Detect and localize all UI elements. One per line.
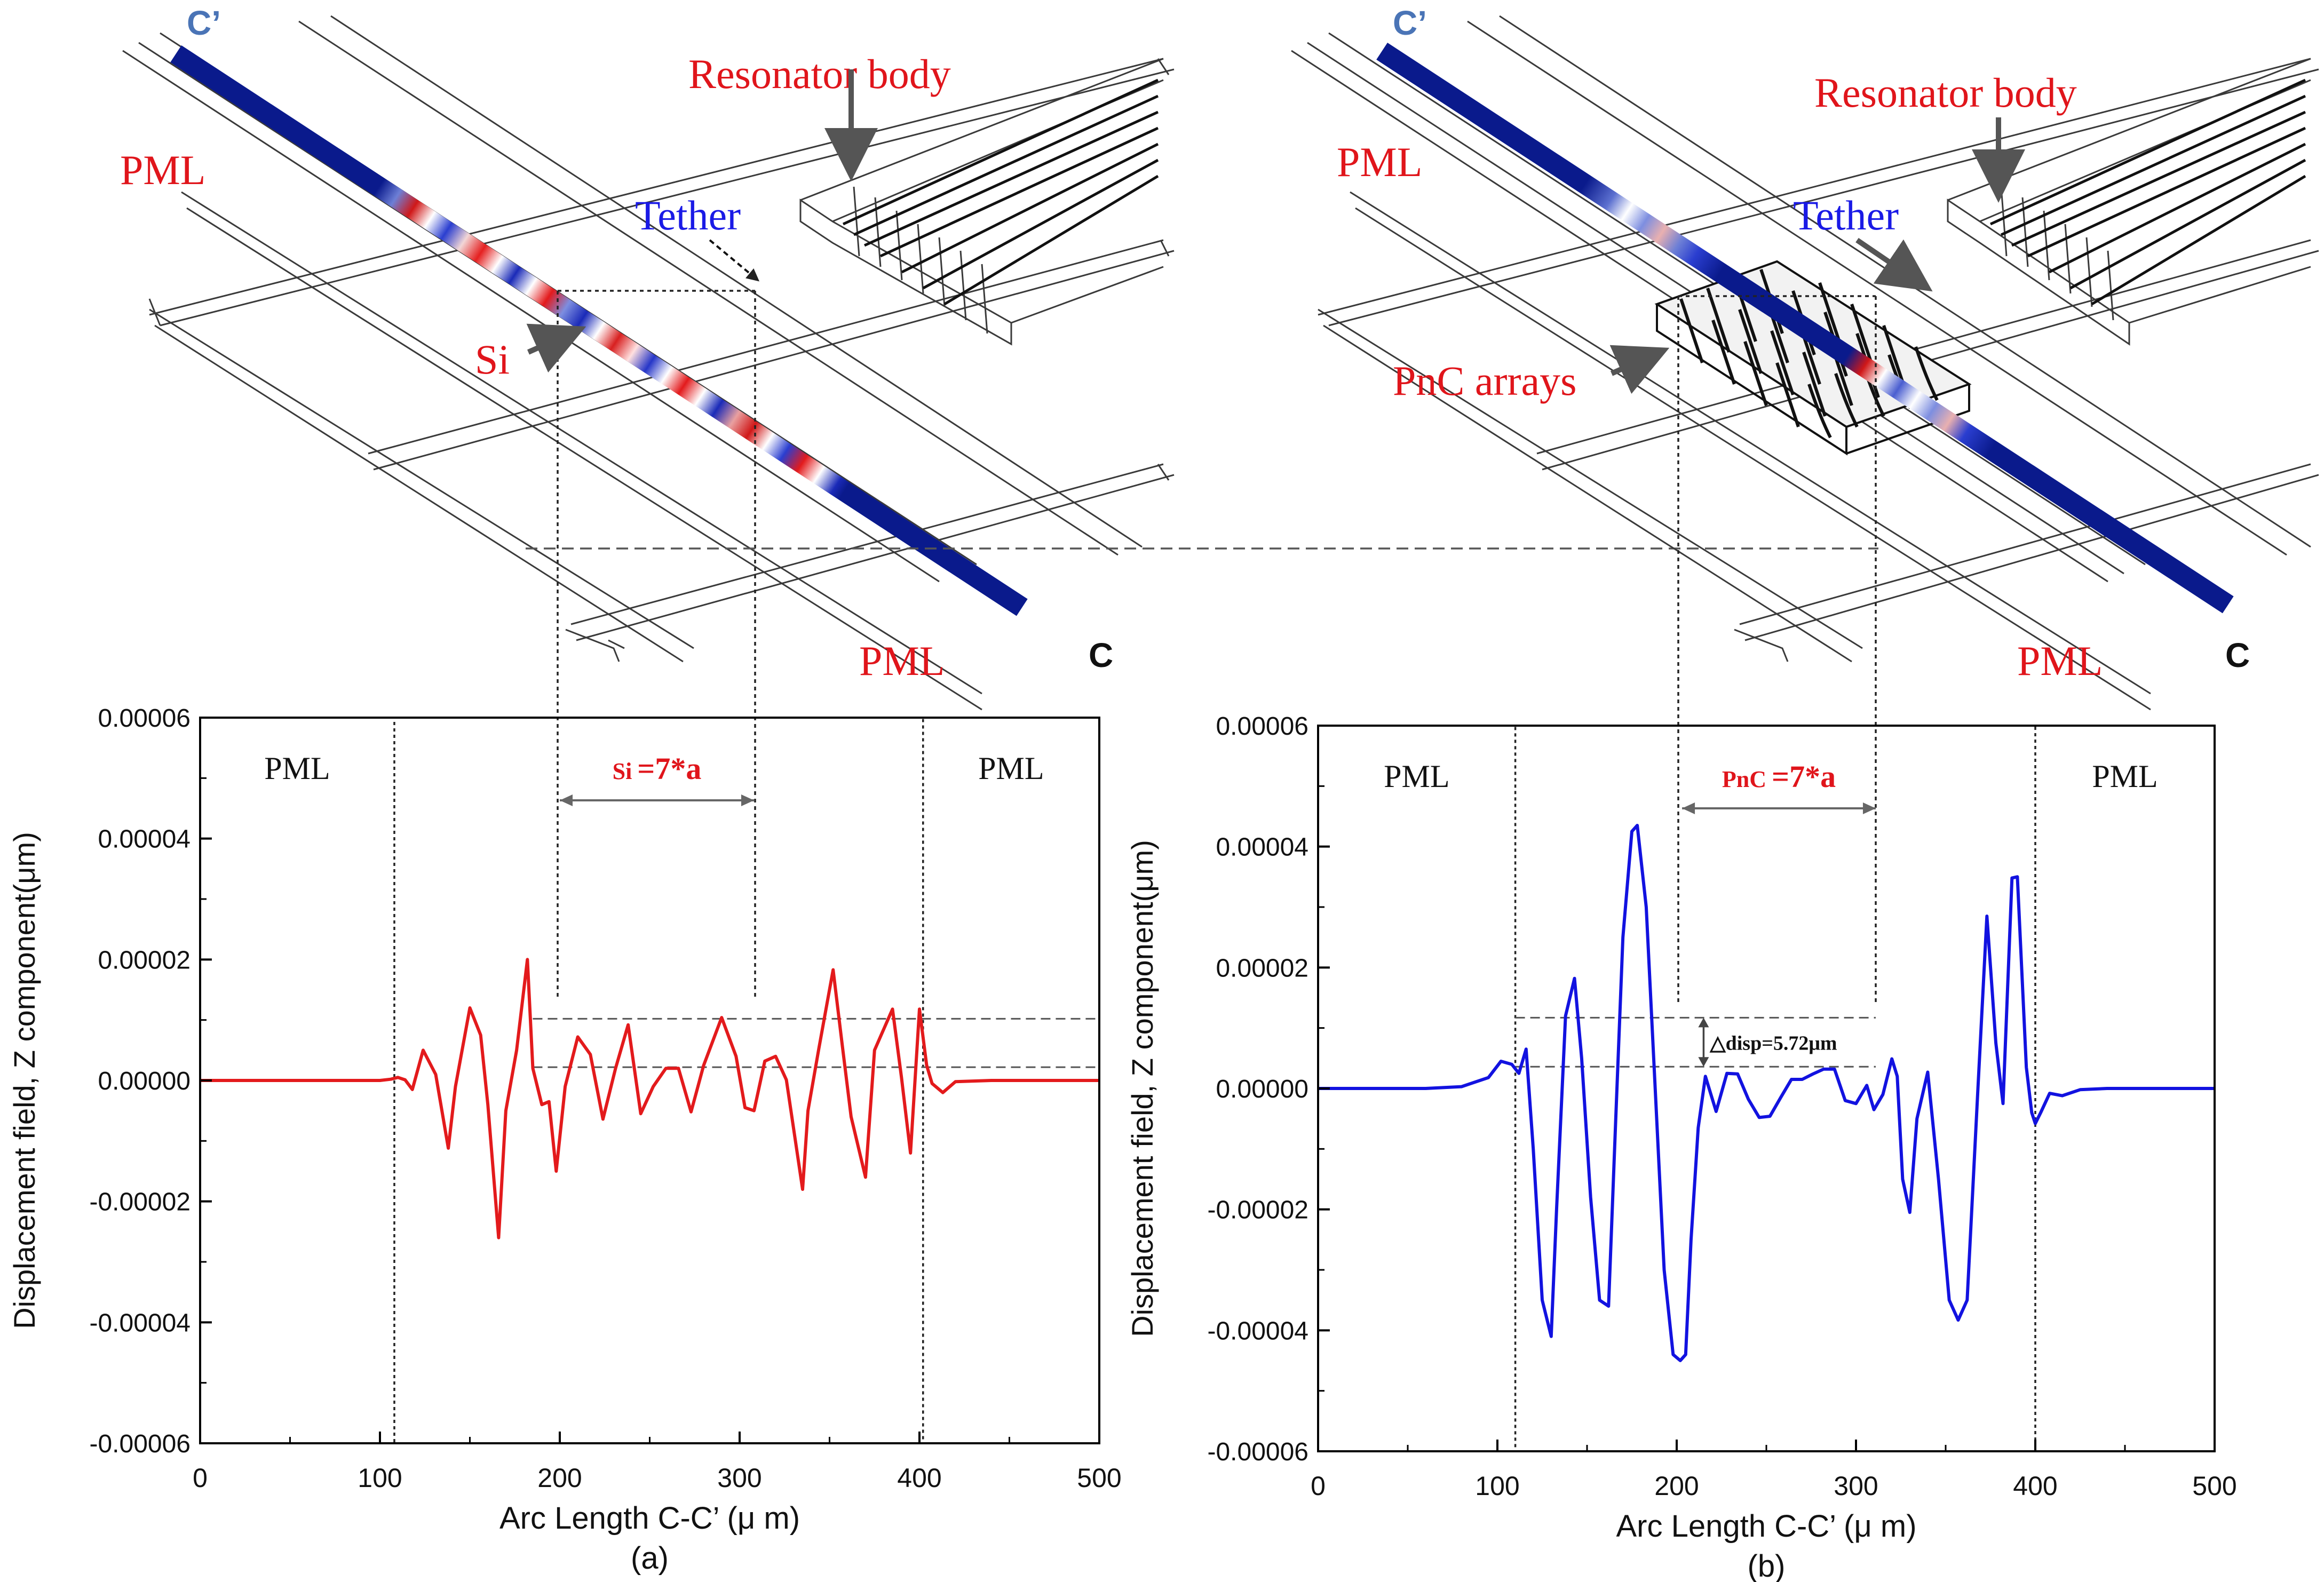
x-tick-label-b-0: 0 <box>1311 1471 1326 1501</box>
reference-lines-b <box>1515 1016 1876 1068</box>
y-axis-ticks-a: 0.00006 0.00004 0.00002 0.00000 -0.00002 -0.0… <box>90 704 212 1458</box>
x-tick-label-a-3: 300 <box>717 1463 762 1493</box>
x-tick-label-b-4: 400 <box>2013 1471 2057 1501</box>
pml-right-label-b: PML <box>2017 638 2103 684</box>
series-line-b <box>1318 824 2215 1362</box>
pml-right-region-label-a: PML <box>978 751 1044 786</box>
y-tick-label-b-0: 0.00006 <box>1216 712 1308 741</box>
pml-right-region-label-b: PML <box>2092 759 2158 794</box>
span-label-big-b: =7*a <box>1772 759 1836 794</box>
x-tick-label-a-4: 400 <box>897 1463 941 1493</box>
x-tick-label-b-3: 300 <box>1834 1471 1878 1501</box>
span-label-big-a: =7*a <box>637 751 701 786</box>
resonator-label-b: Resonator body <box>1814 69 2077 116</box>
span-label-b: PnC =7*a <box>1722 759 1836 794</box>
y-tick-label-b-6: -0.00006 <box>1208 1438 1309 1466</box>
y-tick-label-b-4: -0.00002 <box>1208 1196 1309 1225</box>
model-view-b: C’ C PML PML Resonator body Tether PnC a… <box>1291 4 2319 1003</box>
span-label-a: Si =7*a <box>613 751 702 786</box>
y-axis-label-a: Displacement field, Z component(μm) <box>7 832 41 1329</box>
tether-arrow-a <box>709 239 760 282</box>
delta-label-b: △disp=5.72μm <box>1709 1032 1837 1054</box>
x-axis-label-a: Arc Length C-C’ (μ m) <box>499 1501 800 1536</box>
guide-lines-a <box>557 290 756 1000</box>
x-tick-label-a-2: 200 <box>537 1463 582 1493</box>
pnc-label-b: PnC arrays <box>1393 357 1576 404</box>
pml-left-region-label-a: PML <box>264 751 330 786</box>
y-tick-label-b-5: -0.00004 <box>1208 1317 1309 1345</box>
resonator-lines-a <box>842 78 1159 306</box>
corner-label-bottom-a: C <box>1089 636 1113 674</box>
x-tick-label-b-2: 200 <box>1654 1471 1699 1501</box>
y-tick-label-b-2: 0.00002 <box>1216 954 1308 982</box>
reference-lines-a <box>533 1017 1099 1068</box>
y-tick-label-a-4: -0.00002 <box>90 1188 191 1217</box>
span-annotation-a <box>560 794 754 806</box>
y-tick-label-a-5: -0.00004 <box>90 1309 191 1337</box>
pnc-arrow-b <box>1609 345 1670 394</box>
y-tick-label-a-2: 0.00002 <box>98 946 191 974</box>
resonator-lines-b <box>1989 78 2306 306</box>
pml-right-label-a: PML <box>859 638 945 684</box>
y-tick-label-b-3: 0.00000 <box>1216 1075 1308 1103</box>
caption-b: (b) <box>1748 1549 1786 1582</box>
pml-left-region-label-b: PML <box>1384 759 1449 794</box>
y-axis-label-b: Displacement field, Z component(μm) <box>1125 840 1159 1337</box>
x-tick-label-a-0: 0 <box>193 1463 208 1493</box>
y-tick-label-a-1: 0.00004 <box>98 825 191 854</box>
y-tick-label-a-6: -0.00006 <box>90 1430 191 1458</box>
tether-label-b: Tether <box>1793 192 1899 239</box>
chart-a: 0 100 200 300 400 500 0.000060.000040.000020.… <box>7 704 1122 1576</box>
pml-left-label-a: PML <box>120 147 205 193</box>
x-tick-label-a-5: 500 <box>1077 1463 1121 1493</box>
si-arrow-a <box>526 323 586 373</box>
x-tick-label-a-1: 100 <box>358 1463 402 1493</box>
guide-lines-b <box>1677 295 1877 1003</box>
span-label-small-a: Si <box>613 758 632 784</box>
y-tick-label-a-0: 0.00006 <box>98 704 191 733</box>
y-tick-label-a-3: 0.00000 <box>98 1067 191 1095</box>
model-view-a: C’ C PML PML Resonator body Tether Si <box>120 4 1878 1000</box>
span-label-small-b: PnC <box>1722 766 1766 792</box>
y-axis-ticks-b: 0.00006 0.00004 0.00002 0.00000 -0.00002 -0.0… <box>1208 712 1330 1466</box>
delta-annotation-b <box>1698 1017 1709 1067</box>
chart-b: 0 100 200 300 400 500 0.000060.000040.000020.… <box>1125 712 2237 1582</box>
beam-a <box>170 45 1028 616</box>
resonator-label-a: Resonator body <box>688 51 951 97</box>
caption-a: (a) <box>631 1541 669 1576</box>
span-annotation-b <box>1682 802 1876 814</box>
pml-left-label-b: PML <box>1337 139 1422 185</box>
beam-b <box>1376 43 2234 614</box>
corner-label-top-a: C’ <box>187 4 221 42</box>
x-tick-label-b-5: 500 <box>2192 1471 2236 1501</box>
tether-arrow-b <box>1855 237 1933 292</box>
x-tick-label-b-1: 100 <box>1475 1471 1519 1501</box>
y-tick-label-b-1: 0.00004 <box>1216 833 1308 862</box>
x-axis-label-b: Arc Length C-C’ (μ m) <box>1616 1509 1916 1544</box>
series-line-a <box>200 958 1099 1239</box>
corner-label-top-b: C’ <box>1393 4 1427 42</box>
x-axis-ticks-b: 0 100 200 300 400 500 <box>1311 1440 2237 1501</box>
x-axis-ticks-a: 0 100 200 300 400 500 <box>193 1432 1122 1493</box>
tether-label-a: Tether <box>635 192 741 239</box>
corner-label-bottom-b: C <box>2225 636 2250 674</box>
si-label-a: Si <box>475 336 510 383</box>
